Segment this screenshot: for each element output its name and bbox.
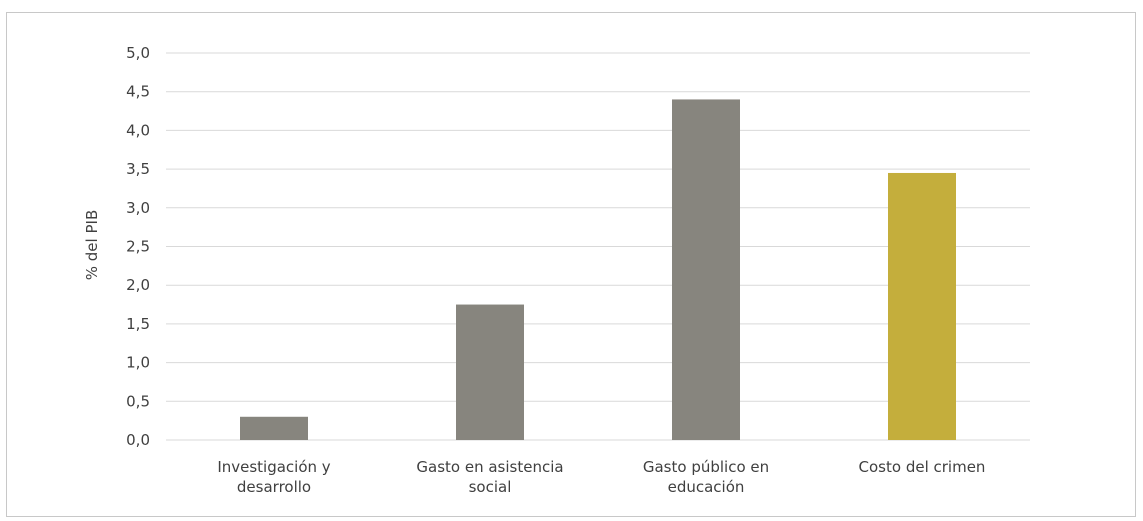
y-tick-label: 5,0 xyxy=(126,44,150,62)
x-axis-labels: Investigación y desarrollo Gasto en asiste… xyxy=(217,458,985,496)
y-axis-ticks: 0,0 0,5 1,0 1,5 2,0 2,5 3,0 3,5 4,0 4,5 5,0 xyxy=(126,44,150,449)
y-tick-label: 1,5 xyxy=(126,315,150,333)
bar xyxy=(888,172,956,440)
y-tick-label: 1,0 xyxy=(126,354,150,372)
y-tick-label: 2,5 xyxy=(126,238,150,256)
y-tick-label: 3,5 xyxy=(126,160,150,178)
y-tick-label: 0,0 xyxy=(126,431,150,449)
bar xyxy=(672,99,740,440)
x-tick-label: Gasto público en educación xyxy=(643,458,769,496)
y-axis-label: % del PIB xyxy=(83,210,101,280)
x-tick-label: Gasto en asistencia social xyxy=(416,458,563,496)
y-tick-label: 3,0 xyxy=(126,199,150,217)
x-tick-label: Investigación y desarrollo xyxy=(217,458,330,496)
y-tick-label: 0,5 xyxy=(126,392,150,410)
y-tick-label: 4,5 xyxy=(126,83,150,101)
y-tick-label: 2,0 xyxy=(126,276,150,294)
bar xyxy=(240,416,308,440)
bar xyxy=(456,304,524,440)
y-tick-label: 4,0 xyxy=(126,121,150,139)
x-tick-label: Costo del crimen xyxy=(859,458,986,476)
gridlines xyxy=(166,52,1030,441)
bars xyxy=(240,99,956,440)
